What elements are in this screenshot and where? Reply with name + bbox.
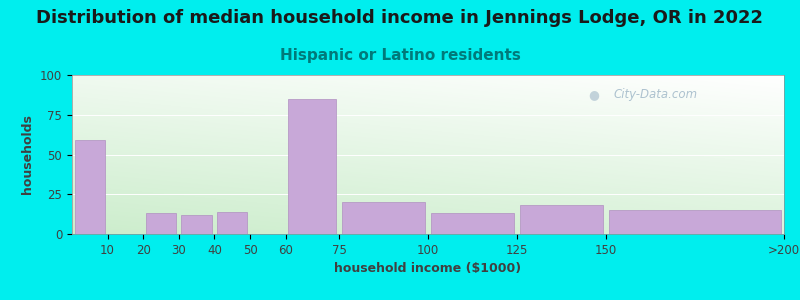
Bar: [520, 206, 603, 234]
Y-axis label: households: households: [22, 115, 34, 194]
Text: City-Data.com: City-Data.com: [613, 88, 698, 100]
Bar: [288, 99, 336, 234]
Bar: [342, 202, 426, 234]
Text: ●: ●: [588, 88, 599, 100]
Bar: [182, 215, 212, 234]
Bar: [146, 213, 176, 234]
Bar: [430, 213, 514, 234]
Text: Hispanic or Latino residents: Hispanic or Latino residents: [279, 48, 521, 63]
Bar: [74, 140, 105, 234]
Bar: [609, 210, 782, 234]
Text: Distribution of median household income in Jennings Lodge, OR in 2022: Distribution of median household income …: [37, 9, 763, 27]
Bar: [217, 212, 247, 234]
X-axis label: household income ($1000): household income ($1000): [334, 262, 522, 275]
